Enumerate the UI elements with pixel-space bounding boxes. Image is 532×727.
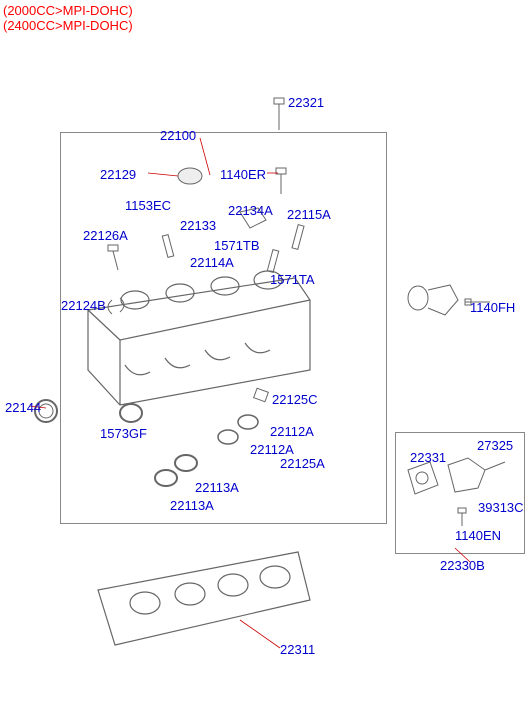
part-label-27325[interactable]: 27325 bbox=[477, 438, 513, 453]
part-label-22124B[interactable]: 22124B bbox=[61, 298, 106, 313]
part-label-22112A-b[interactable]: 22112A bbox=[250, 442, 294, 457]
part-label-1140ER[interactable]: 1140ER bbox=[220, 167, 266, 182]
part-label-22100[interactable]: 22100 bbox=[160, 128, 196, 143]
part-label-1140FH[interactable]: 1140FH bbox=[470, 300, 515, 315]
part-label-39313C[interactable]: 39313C bbox=[478, 500, 524, 515]
part-label-22115A[interactable]: 22115A bbox=[287, 207, 331, 222]
part-label-22330B[interactable]: 22330B bbox=[440, 558, 485, 573]
part-label-22113A-a[interactable]: 22113A bbox=[195, 480, 239, 495]
diagram-illustration bbox=[0, 0, 532, 727]
part-label-1573GF[interactable]: 1573GF bbox=[100, 426, 147, 441]
part-label-22112A-a[interactable]: 22112A bbox=[270, 424, 314, 439]
part-label-1571TB[interactable]: 1571TB bbox=[214, 238, 260, 253]
part-label-1571TA[interactable]: 1571TA bbox=[270, 272, 315, 287]
part-label-1140EN[interactable]: 1140EN bbox=[455, 528, 501, 543]
part-label-22133[interactable]: 22133 bbox=[180, 218, 216, 233]
part-label-22113A-b[interactable]: 22113A bbox=[170, 498, 214, 513]
part-label-22311[interactable]: 22311 bbox=[280, 642, 315, 657]
part-label-22321[interactable]: 22321 bbox=[288, 95, 324, 110]
part-label-22125A[interactable]: 22125A bbox=[280, 456, 325, 471]
part-label-22331[interactable]: 22331 bbox=[410, 450, 446, 465]
part-label-22125C[interactable]: 22125C bbox=[272, 392, 318, 407]
part-label-22129[interactable]: 22129 bbox=[100, 167, 136, 182]
part-label-22134A[interactable]: 22134A bbox=[228, 203, 273, 218]
part-label-22114A[interactable]: 22114A bbox=[190, 255, 234, 270]
part-label-1153EC[interactable]: 1153EC bbox=[125, 198, 171, 213]
part-label-22144[interactable]: 22144 bbox=[5, 400, 41, 415]
part-label-22126A[interactable]: 22126A bbox=[83, 228, 128, 243]
